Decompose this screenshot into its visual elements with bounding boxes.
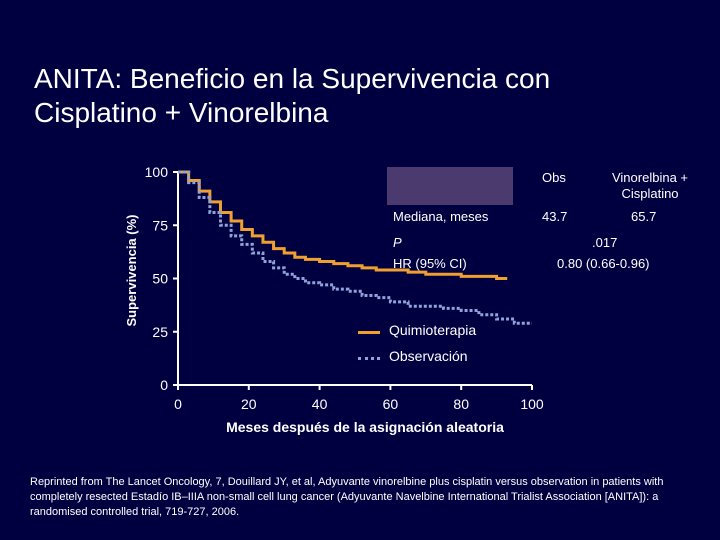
legend-swatch-dashed <box>358 357 380 360</box>
stats-cell-span: .017 <box>592 235 618 250</box>
legend-label: Quimioterapia <box>389 322 477 338</box>
stats-table-header-fill <box>387 167 513 205</box>
y-tick-label: 25 <box>152 324 168 340</box>
x-tick-label: 20 <box>241 396 257 412</box>
stats-cell-span: 0.80 (0.66-0.96) <box>557 256 650 271</box>
series-observacion-line <box>178 170 532 325</box>
footnote: Reprinted from The Lancet Oncology, 7, D… <box>30 476 664 518</box>
x-tick-label: 100 <box>520 396 544 412</box>
slide-title-line-1: ANITA: Beneficio en la Supervivencia con <box>34 63 551 94</box>
stats-row-label: P <box>393 235 402 250</box>
stats-row-label: HR (95% CI) <box>393 256 467 271</box>
x-tick-label: 0 <box>174 396 182 412</box>
x-tick-label: 60 <box>383 396 399 412</box>
legend-swatch-solid <box>358 331 380 334</box>
y-tick-label: 50 <box>152 271 168 287</box>
y-axis-label: Supervivencia (%) <box>124 215 139 327</box>
legend-label: Observación <box>389 348 468 364</box>
x-tick-label: 80 <box>453 396 469 412</box>
chart-axes: 0 25 50 75 100 0 20 40 60 80 100 Meses después de l… <box>124 164 544 435</box>
slide-title: ANITA: Beneficio en la Supervivencia con… <box>34 62 694 130</box>
stats-table-header-block <box>387 167 513 205</box>
stats-header-vinorelbina: Vinorelbina + Cisplatino <box>611 170 688 201</box>
stats-header-obs: Obs <box>542 170 566 185</box>
stats-cell-vin: 65.7 <box>631 209 657 224</box>
y-tick-label: 100 <box>145 164 169 180</box>
series-layer <box>178 170 532 325</box>
y-tick-label: 75 <box>152 217 168 233</box>
x-tick-label: 40 <box>312 396 328 412</box>
series-quimioterapia-line <box>178 170 508 280</box>
slide-title-line-2: Cisplatino + Vinorelbina <box>34 97 329 128</box>
x-axis-label: Meses después de la asignación aleatoria <box>226 419 504 435</box>
y-tick-label: 0 <box>160 377 168 393</box>
stats-cell-obs: 43.7 <box>542 209 568 224</box>
stats-row-label: Mediana, meses <box>393 209 489 224</box>
